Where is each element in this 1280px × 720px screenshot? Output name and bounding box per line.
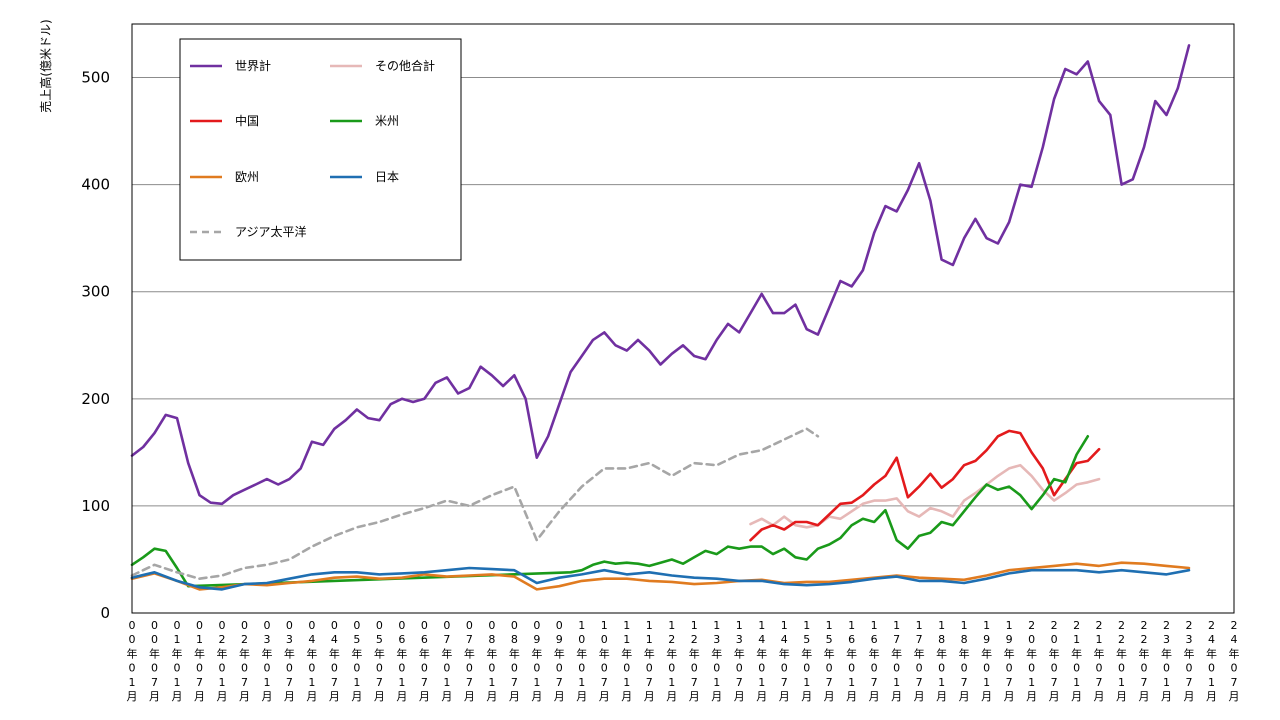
y-tick-label: 300: [81, 283, 110, 301]
series-line: [130, 427, 820, 580]
series-lines: [130, 44, 1191, 591]
legend-label: 日本: [375, 170, 399, 184]
y-tick-label: 0: [100, 604, 110, 622]
series-line: [749, 429, 1101, 542]
y-axis-label: 売上高(億米ドル): [38, 19, 53, 112]
x-axis: 0 0 年 0 1 月 0 0 年 0 7 月 0 1 年 0 1 月 0 1 年 0 7 月 0 2 年 0 1 月 0 2 年 0 7 月 0 3 年 0…: [127, 619, 1240, 703]
legend-label: 世界計: [235, 58, 271, 73]
y-tick-label: 500: [81, 69, 110, 87]
y-tick-label: 100: [81, 497, 110, 515]
legend-label: 米州: [375, 114, 399, 128]
series-line: [130, 44, 1191, 506]
series-line: [749, 463, 1101, 529]
series-line: [130, 561, 1191, 591]
y-tick-label: 400: [81, 176, 110, 194]
legend-label: その他合計: [375, 58, 435, 73]
legend-box: [179, 38, 462, 261]
legend-label: アジア太平洋: [235, 224, 307, 239]
plot-frame: [131, 23, 1235, 614]
legend-label: 中国: [235, 113, 259, 128]
y-tick-label: 200: [81, 390, 110, 408]
series-line: [130, 435, 1090, 588]
series-line: [130, 566, 1191, 591]
legend-label: 欧州: [235, 170, 259, 184]
y-axis: 0 100 200 300 400 500: [81, 69, 110, 622]
